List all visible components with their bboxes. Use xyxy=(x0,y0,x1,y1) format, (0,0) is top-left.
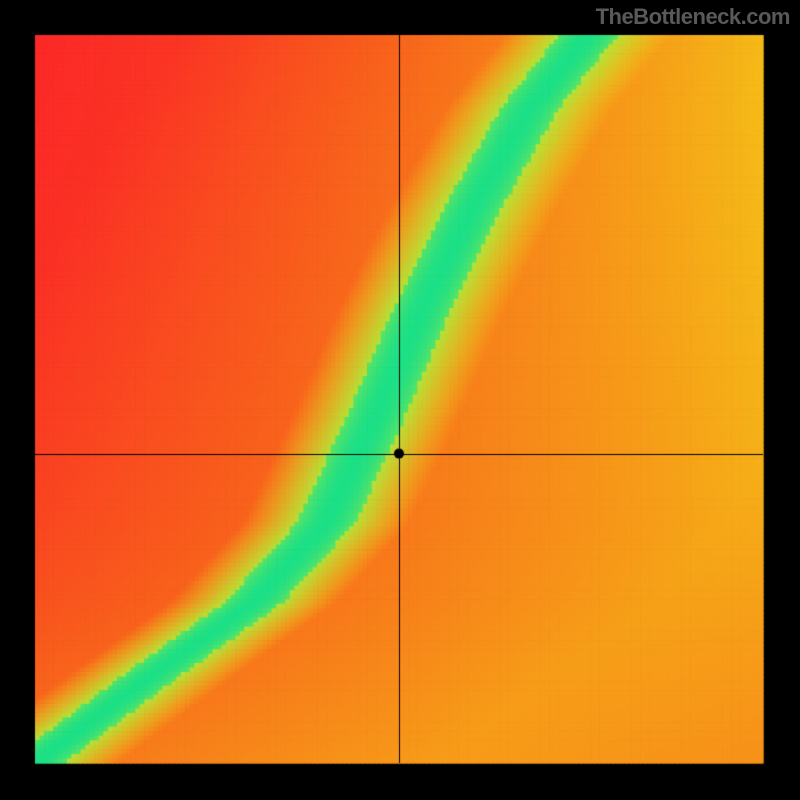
heatmap-plot xyxy=(0,0,800,800)
watermark-text: TheBottleneck.com xyxy=(596,4,790,30)
